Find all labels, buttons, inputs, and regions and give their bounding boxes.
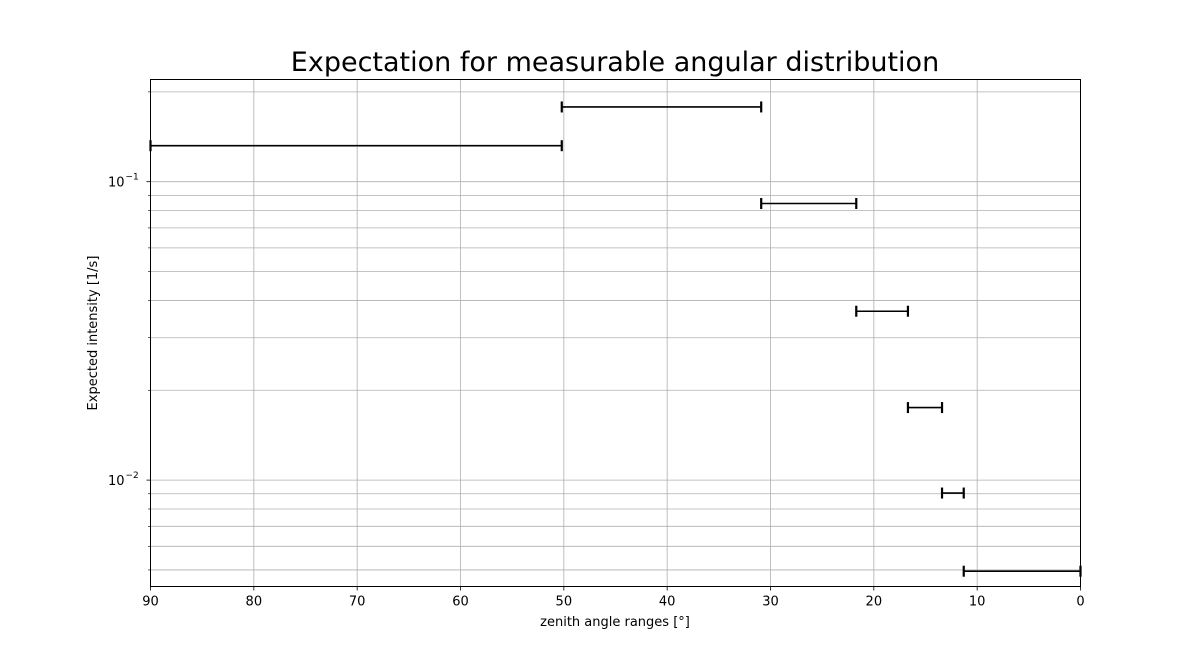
x-tick-label: 90	[142, 595, 159, 610]
error-bar	[906, 402, 944, 414]
x-tick-label: 0	[1076, 595, 1084, 610]
plot-frame	[150, 79, 1081, 587]
error-bar	[149, 140, 563, 152]
error-bar	[855, 305, 910, 317]
x-tick-label: 50	[556, 595, 573, 610]
x-axis: 90 80 70 60 50 40 30 20 10 0	[142, 586, 1085, 610]
grid-lines	[150, 79, 1081, 587]
error-bar	[560, 101, 763, 113]
x-tick-label: 40	[659, 595, 676, 610]
x-axis-label: zenith angle ranges [°]	[540, 615, 690, 630]
y-axis: 10−110−2	[108, 91, 151, 571]
error-bar	[940, 487, 965, 499]
x-tick-label: 60	[452, 595, 469, 610]
error-bar	[760, 198, 858, 210]
x-tick-label: 10	[969, 595, 986, 610]
error-bars	[149, 101, 1082, 577]
x-tick-label: 70	[349, 595, 366, 610]
error-bar	[962, 565, 1082, 577]
x-tick-label: 30	[762, 595, 779, 610]
y-tick-label-base: 10	[108, 474, 125, 489]
x-tick-label: 20	[866, 595, 883, 610]
chart-title: Expectation for measurable angular distr…	[291, 47, 939, 78]
y-axis-label: Expected intensity [1/s]	[86, 256, 101, 411]
y-tick-label-base: 10	[108, 176, 125, 191]
y-tick-label-exponent: −1	[126, 173, 139, 183]
x-tick-label: 80	[246, 595, 263, 610]
y-tick-label-exponent: −2	[126, 471, 139, 481]
